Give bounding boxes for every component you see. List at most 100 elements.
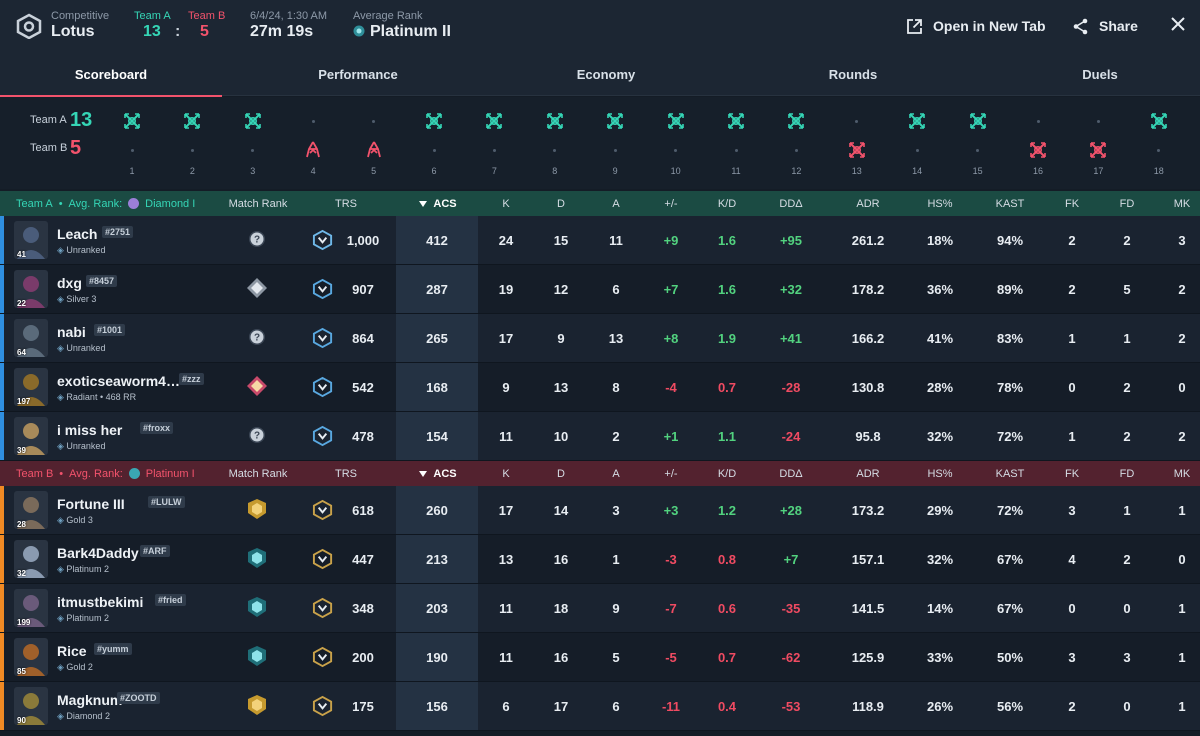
col-hs[interactable]: HS% xyxy=(927,467,953,480)
col-k[interactable]: K xyxy=(502,197,510,210)
col-fd[interactable]: FD xyxy=(1119,467,1135,480)
trs-tier-icon xyxy=(312,376,333,398)
col-mk[interactable]: MK xyxy=(1173,197,1191,210)
player-name[interactable]: exoticseaworm4… xyxy=(57,373,180,389)
open-new-tab-button[interactable]: Open in New Tab xyxy=(906,14,1046,38)
player-row[interactable]: 22 dxg #8457 ◈ Silver 3 907 287 19 12 6 +7 1.6 +32 1… xyxy=(0,265,1200,314)
hs-value: 33% xyxy=(926,649,954,665)
player-name[interactable]: itmustbekimi xyxy=(57,594,144,610)
col-kast[interactable]: KAST xyxy=(995,467,1025,480)
round-elimination-icon[interactable] xyxy=(1150,112,1168,130)
round-elimination-icon[interactable] xyxy=(485,112,503,130)
col-kast[interactable]: KAST xyxy=(995,197,1025,210)
col-adr[interactable]: ADR xyxy=(856,467,880,480)
share-button[interactable]: Share xyxy=(1072,14,1138,38)
col-d[interactable]: D xyxy=(557,467,565,480)
col-a[interactable]: A xyxy=(612,467,620,480)
player-name[interactable]: Rice xyxy=(57,643,87,659)
rank-icon: ◈ xyxy=(57,662,67,672)
a-value: 8 xyxy=(612,379,620,395)
tab-duels[interactable]: Duels xyxy=(1082,66,1118,82)
round-elimination-icon[interactable] xyxy=(183,112,201,130)
col-trs[interactable]: TRS xyxy=(335,467,357,480)
player-rank: ◈ Platinum 2 xyxy=(57,564,109,575)
round-elimination-icon[interactable] xyxy=(787,112,805,130)
tab-scoreboard[interactable]: Scoreboard xyxy=(0,52,222,97)
player-name[interactable]: Fortune III xyxy=(57,496,125,512)
trs-value: 864 xyxy=(352,330,374,346)
col-a[interactable]: A xyxy=(612,197,620,210)
fd-value: 0 xyxy=(1123,600,1131,616)
round-elimination-icon[interactable] xyxy=(123,112,141,130)
fk-value: 0 xyxy=(1068,600,1076,616)
player-row[interactable]: 28 Fortune III #LULW ◈ Gold 3 618 260 17 14 3 +3 1… xyxy=(0,486,1200,535)
mk-value: 2 xyxy=(1178,281,1186,297)
round-elimination-icon[interactable] xyxy=(1089,141,1107,159)
round-defuse-icon[interactable] xyxy=(365,141,383,159)
round-elimination-icon[interactable] xyxy=(1029,141,1047,159)
dd-value: +32 xyxy=(779,281,803,297)
round-elimination-icon[interactable] xyxy=(727,112,745,130)
round-elimination-icon[interactable] xyxy=(848,141,866,159)
acs-value: 287 xyxy=(426,281,448,297)
round-empty-dot xyxy=(492,148,496,152)
player-name[interactable]: Magknum xyxy=(57,692,123,708)
col-dd[interactable]: DDΔ xyxy=(779,197,803,210)
tab-performance[interactable]: Performance xyxy=(318,66,398,82)
player-name[interactable]: Leach xyxy=(57,226,98,242)
player-rank: ◈ Unranked xyxy=(57,245,105,256)
player-row[interactable]: 197 exoticseaworm4… #zzz ◈ Radiant • 468 RR… xyxy=(0,363,1200,412)
tab-rounds[interactable]: Rounds xyxy=(828,66,878,82)
trs-tier-icon xyxy=(312,425,333,447)
kd-value: 0.6 xyxy=(717,600,737,616)
player-row[interactable]: 199 itmustbekimi #fried ◈ Platinum 2 348 203 1… xyxy=(0,584,1200,633)
col-adr[interactable]: ADR xyxy=(856,197,880,210)
round-elimination-icon[interactable] xyxy=(606,112,624,130)
col-d[interactable]: D xyxy=(557,197,565,210)
round-elimination-icon[interactable] xyxy=(244,112,262,130)
round-number: 6 xyxy=(431,166,437,176)
team-b-label: Team B xyxy=(188,10,226,22)
col-acs[interactable]: ACS xyxy=(410,191,466,216)
tab-economy[interactable]: Economy xyxy=(576,66,636,82)
col-match-rank[interactable]: Match Rank xyxy=(228,197,288,210)
col-dd[interactable]: DDΔ xyxy=(779,467,803,480)
col-pm[interactable]: +/- xyxy=(664,467,678,480)
player-name[interactable]: Bark4Daddy xyxy=(57,545,139,561)
col-trs[interactable]: TRS xyxy=(335,197,357,210)
col-hs[interactable]: HS% xyxy=(927,197,953,210)
round-number: 15 xyxy=(972,166,983,176)
col-k[interactable]: K xyxy=(502,467,510,480)
team-color-bar xyxy=(0,486,4,534)
player-row[interactable]: 39 i miss her #froxx ◈ Unranked? 478 154 11 10 2… xyxy=(0,412,1200,461)
trs-value: 348 xyxy=(352,600,374,616)
round-defuse-icon[interactable] xyxy=(304,141,322,159)
col-fd[interactable]: FD xyxy=(1119,197,1135,210)
player-name[interactable]: nabi xyxy=(57,324,86,340)
player-name[interactable]: i miss her xyxy=(57,422,123,438)
player-row[interactable]: 90 Magknum #ZOOTD ◈ Diamond 2 175 156 6 17 6 -11 0… xyxy=(0,682,1200,731)
col-fk[interactable]: FK xyxy=(1064,197,1080,210)
round-elimination-icon[interactable] xyxy=(425,112,443,130)
player-row[interactable]: 64 nabi #1001 ◈ Unranked? 864 265 17 9 13 +8 1.9 +4… xyxy=(0,314,1200,363)
round-elimination-icon[interactable] xyxy=(667,112,685,130)
round-elimination-icon[interactable] xyxy=(969,112,987,130)
round-elimination-icon[interactable] xyxy=(546,112,564,130)
col-kd[interactable]: K/D xyxy=(717,197,737,210)
round-elimination-icon[interactable] xyxy=(908,112,926,130)
player-row[interactable]: 32 Bark4Daddy #ARF ◈ Platinum 2 447 213 13 16 1 -… xyxy=(0,535,1200,584)
player-row[interactable]: 85 Rice #yumm ◈ Gold 2 200 190 11 16 5 -5 0.7 -62 12… xyxy=(0,633,1200,682)
col-match-rank[interactable]: Match Rank xyxy=(228,467,288,480)
col-pm[interactable]: +/- xyxy=(664,197,678,210)
player-level: 85 xyxy=(17,667,26,676)
close-icon[interactable] xyxy=(1170,16,1186,32)
round-empty-dot xyxy=(976,148,980,152)
player-name[interactable]: dxg xyxy=(57,275,82,291)
player-row[interactable]: 41 Leach #2751 ◈ Unranked? 1,000 412 24 15 11 +9 1… xyxy=(0,216,1200,265)
pm-value: +1 xyxy=(663,428,679,444)
col-fk[interactable]: FK xyxy=(1064,467,1080,480)
col-acs[interactable]: ACS xyxy=(410,461,466,486)
col-kd[interactable]: K/D xyxy=(717,467,737,480)
col-mk[interactable]: MK xyxy=(1173,467,1191,480)
hs-value: 32% xyxy=(926,551,954,567)
